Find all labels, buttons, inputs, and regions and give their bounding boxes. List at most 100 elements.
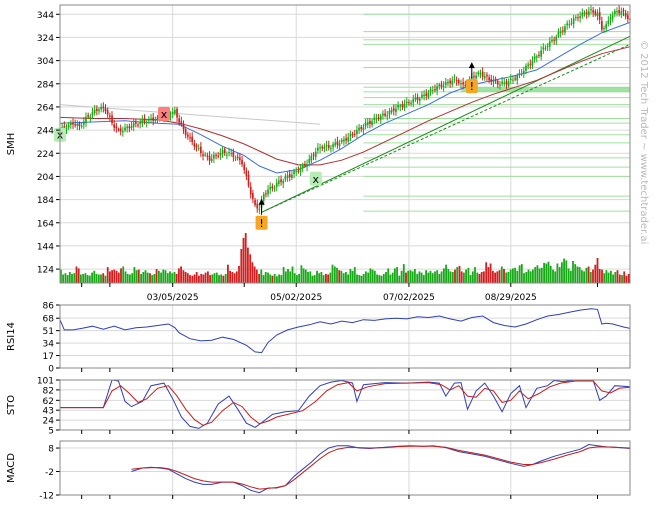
candle-body (245, 170, 248, 176)
candle-body (531, 60, 534, 66)
copyright-watermark: © 2012 Tech Trader ~ www.techtrader.ai (638, 40, 649, 244)
candle-body (76, 123, 79, 126)
volume-bar (518, 265, 521, 283)
volume-bar (385, 272, 387, 283)
volume-bar (311, 275, 314, 283)
volume-bar (371, 269, 374, 283)
volume-bar (396, 267, 398, 283)
volume-bar (489, 263, 492, 283)
price-ytick-label: 304 (37, 57, 54, 67)
candle-body (431, 90, 434, 91)
candle-body (475, 75, 477, 79)
candle-body (434, 89, 436, 91)
volume-bar (162, 269, 165, 283)
volume-bar (596, 258, 599, 283)
candle-body (462, 82, 464, 85)
volume-bar (353, 267, 356, 283)
macd-frame (59, 440, 631, 496)
candle-body (252, 193, 254, 199)
price-frame (59, 4, 631, 284)
candle-body (96, 108, 98, 111)
volume-bar (77, 268, 80, 283)
volume-bar (280, 275, 283, 283)
volume-bar (436, 270, 439, 283)
candle-body (562, 30, 564, 32)
candle-body (518, 73, 521, 75)
volume-bar (313, 275, 316, 283)
candle-body (148, 119, 150, 121)
candle-body (499, 84, 501, 86)
volume-bar (184, 272, 187, 283)
candle-body (319, 147, 321, 149)
volume-bar (558, 267, 561, 283)
xtick-label: 05/02/2025 (270, 293, 322, 303)
volume-bar (498, 270, 501, 283)
volume-bar (235, 271, 238, 283)
volume-bar (407, 270, 410, 283)
candle-body (247, 175, 250, 186)
candle-body (304, 164, 306, 166)
candle-body (243, 164, 246, 171)
volume-bar (133, 267, 136, 283)
candle-body (258, 208, 261, 210)
volume-bar (389, 274, 392, 283)
candle-body (418, 98, 421, 101)
candle-body (453, 78, 456, 80)
sto-ylabel: STO (6, 395, 17, 415)
candle-body (460, 83, 462, 85)
candle-body (388, 111, 391, 115)
volume-bar (195, 272, 198, 283)
candle-body (111, 115, 113, 124)
macd-ytick-label: -2 (45, 468, 54, 478)
candle-body (154, 119, 157, 122)
volume-bar (296, 275, 298, 283)
volume-bar (238, 265, 240, 283)
candle-body (87, 115, 89, 117)
candle-body (479, 73, 482, 75)
volume-bar (276, 276, 278, 283)
volume-bar (449, 271, 452, 283)
price-ytick-label: 164 (37, 219, 54, 229)
candle-body (204, 154, 206, 156)
candle-body (226, 154, 228, 156)
candle-body (169, 115, 172, 117)
candle-body (78, 123, 81, 126)
candle-body (505, 81, 508, 85)
volume-bar (387, 268, 390, 283)
candle-body (590, 9, 592, 11)
volume-bar (411, 271, 414, 283)
volume-bar (218, 275, 220, 283)
volume-bar (529, 271, 532, 283)
candle-body (405, 101, 408, 104)
volume-bar (467, 267, 470, 283)
volume-bar (204, 272, 207, 283)
volume-bar (149, 273, 151, 283)
price-ytick-label: 284 (37, 80, 54, 90)
sto-k-line (60, 379, 631, 429)
volume-bar (594, 264, 597, 283)
candle-body (191, 136, 193, 143)
volume-bar (509, 269, 512, 283)
volume-bar (507, 272, 510, 283)
candle-body (377, 117, 380, 120)
candle-body (618, 10, 620, 14)
sto-ytick-label: 101 (37, 377, 54, 387)
volume-bar (173, 272, 176, 283)
volume-bar (124, 271, 127, 283)
sell-marker-glyph: x (161, 108, 168, 121)
volume-bar (320, 272, 323, 283)
volume-bar (494, 272, 496, 283)
volume-bar (322, 275, 325, 283)
candle-body (332, 144, 334, 148)
candle-body (522, 71, 525, 74)
candle-body (470, 77, 473, 80)
volume-bar (224, 273, 227, 283)
volume-bar (93, 270, 96, 283)
candle-body (371, 121, 373, 126)
price-ytick-label: 124 (37, 266, 54, 276)
volume-bar (565, 260, 568, 283)
candle-body (373, 117, 376, 120)
candle-body (421, 94, 423, 98)
candle-body (74, 124, 76, 126)
